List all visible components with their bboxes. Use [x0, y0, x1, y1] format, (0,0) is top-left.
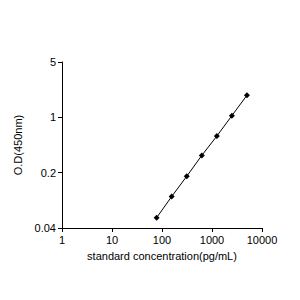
svg-text:5: 5 — [50, 56, 56, 68]
svg-text:1000: 1000 — [200, 234, 224, 246]
svg-text:O.D(450nm): O.D(450nm) — [12, 115, 24, 176]
svg-text:0.2: 0.2 — [41, 167, 56, 179]
svg-text:1: 1 — [50, 111, 56, 123]
svg-text:100: 100 — [153, 234, 171, 246]
svg-text:10000: 10000 — [247, 234, 278, 246]
svg-text:10: 10 — [106, 234, 118, 246]
svg-text:0.04: 0.04 — [35, 222, 56, 234]
svg-text:standard concentration(pg/mL): standard concentration(pg/mL) — [87, 250, 237, 262]
svg-text:1: 1 — [59, 234, 65, 246]
